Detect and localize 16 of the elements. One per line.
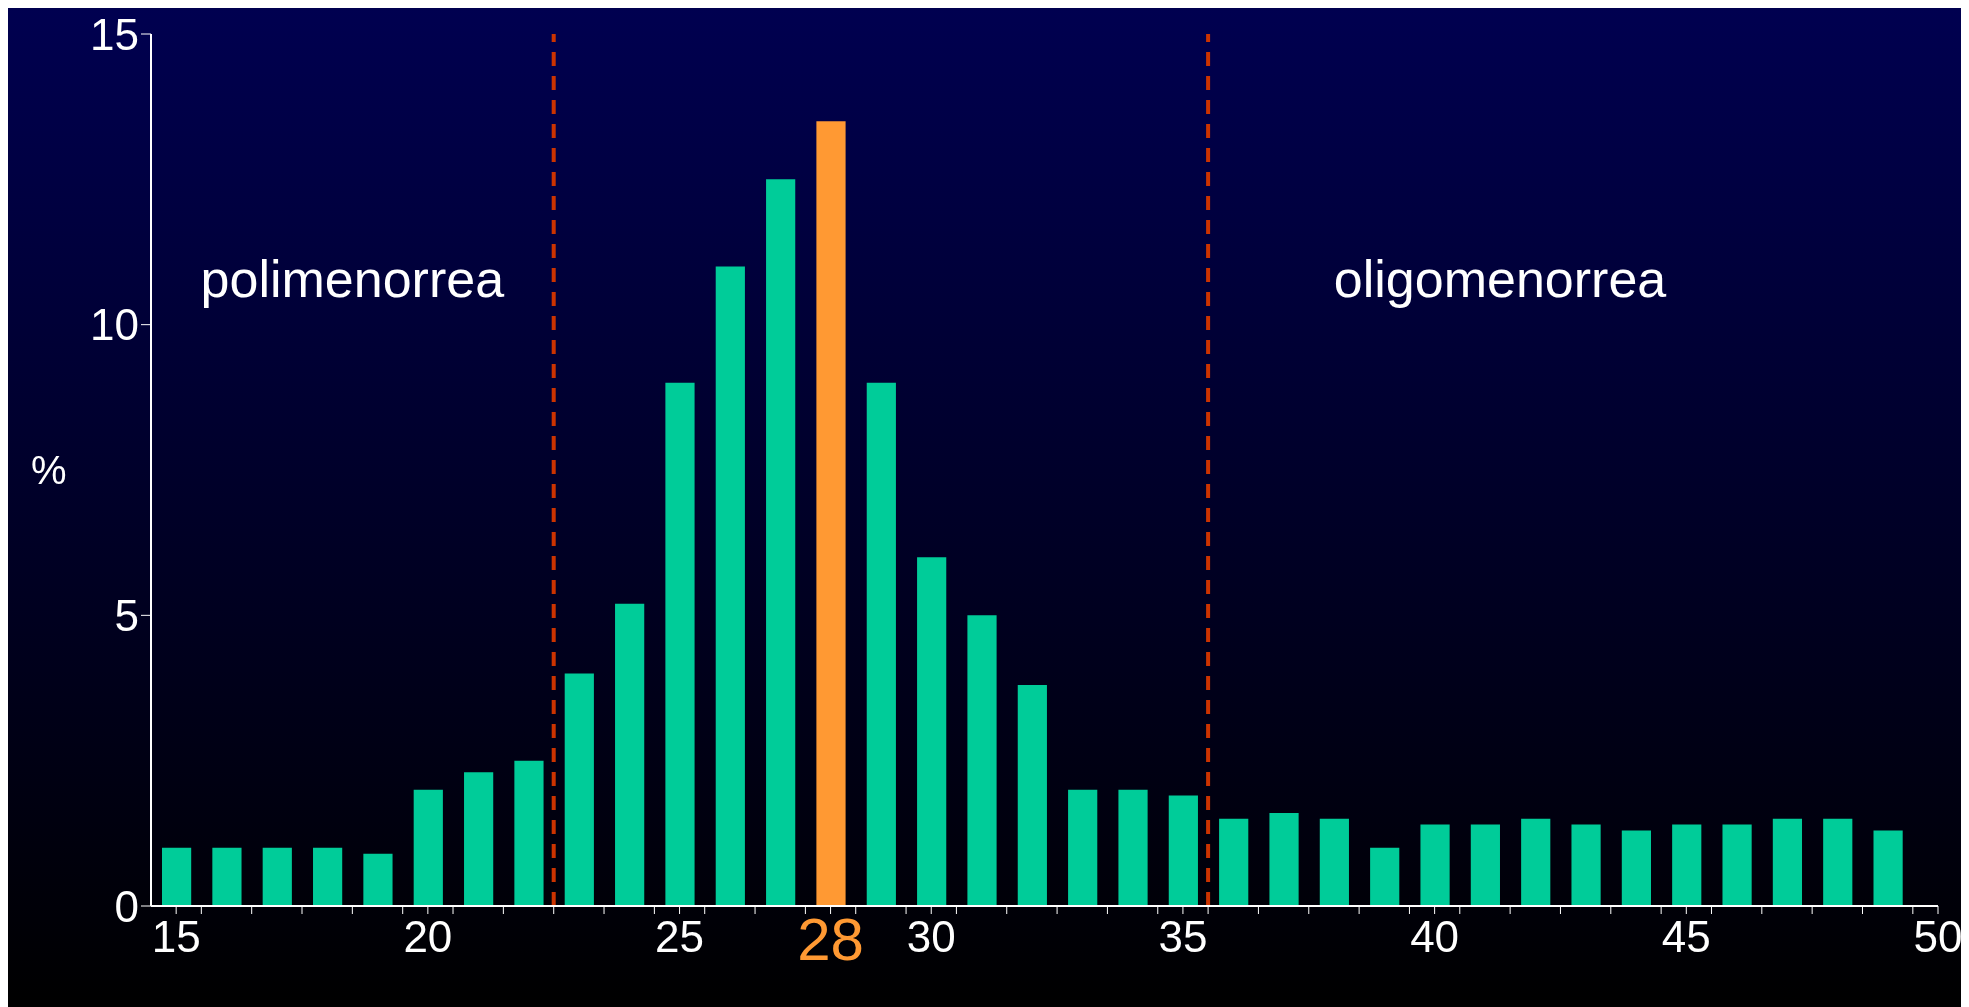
x-tick-label: 45 [1661, 912, 1711, 961]
x-tick-label: 35 [1158, 912, 1208, 961]
annotation: oligomenorrea [1333, 249, 1667, 308]
y-axis-title: % [31, 448, 67, 493]
x-tick-label: 30 [906, 912, 956, 961]
y-tick-label: 15 [90, 9, 139, 59]
x-tick-label: 15 [151, 912, 201, 961]
x-tick-label: 25 [655, 912, 705, 961]
y-tick-label: 10 [90, 300, 139, 350]
x-tick-label: 20 [403, 912, 453, 961]
x-tick-label: 40 [1410, 912, 1460, 961]
y-tick-label: 0 [114, 881, 139, 931]
annotation: polimenorrea [200, 249, 505, 308]
y-tick-label: 5 [114, 590, 139, 640]
x-tick-label: 50 [1913, 912, 1963, 961]
x-tick-label: 28 [797, 906, 864, 973]
